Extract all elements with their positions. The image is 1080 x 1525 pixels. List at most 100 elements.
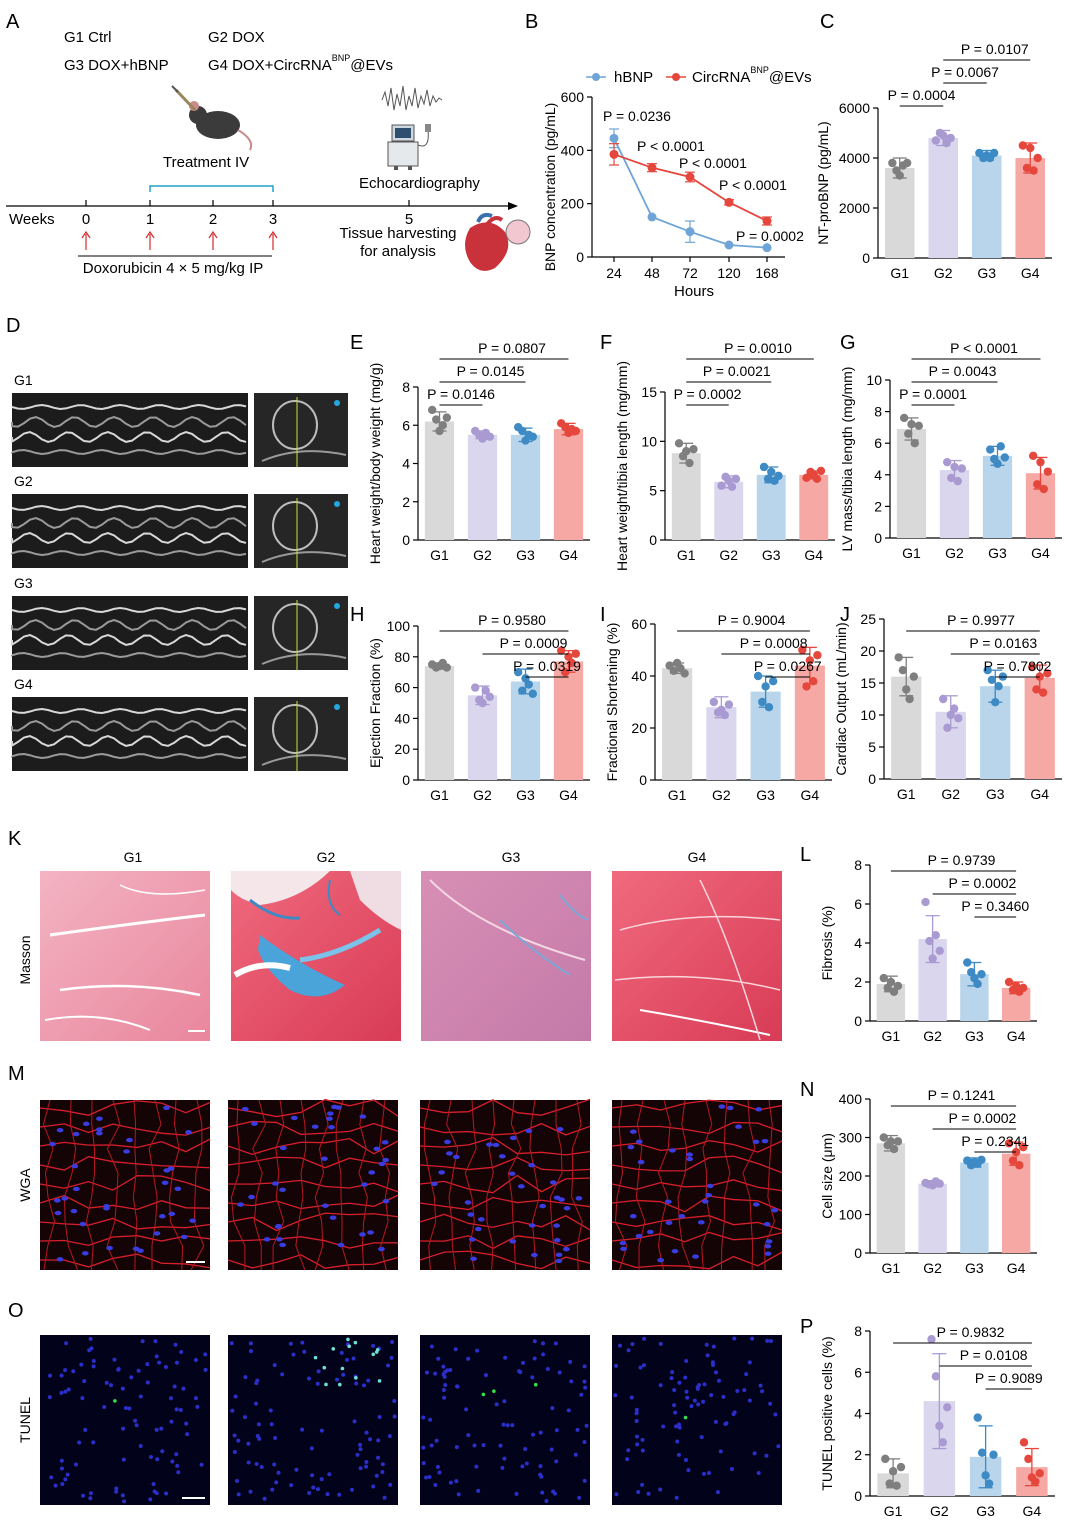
nucleus (475, 1348, 480, 1353)
nucleus (389, 1355, 394, 1360)
p-value-label: P = 0.0146 (427, 386, 495, 402)
nucleus (531, 1432, 536, 1437)
nucleus (579, 1392, 584, 1397)
data-point (892, 1481, 901, 1490)
tunel-positive-nucleus (346, 1337, 350, 1342)
tunel-background (420, 1335, 590, 1505)
nucleus (123, 1405, 128, 1410)
p-value-label: P = 0.0002 (674, 386, 742, 402)
data-point (905, 694, 914, 704)
nucleus (492, 1142, 500, 1148)
nucleus (236, 1492, 241, 1497)
nucleus (248, 1194, 255, 1200)
data-point (939, 131, 948, 140)
p-value-label: P = 0.9739 (928, 852, 996, 868)
mmode-trace (11, 707, 247, 714)
membrane-stain (720, 1099, 731, 1271)
nucleus (337, 1492, 342, 1497)
data-point (931, 931, 940, 940)
nucleus (74, 1462, 79, 1467)
nucleus (658, 1341, 663, 1346)
nucleus (582, 1478, 587, 1483)
nucleus (713, 1419, 718, 1424)
data-point (680, 669, 689, 678)
nucleus (532, 1339, 537, 1344)
nucleus (168, 1396, 173, 1401)
membrane-stain (132, 1099, 138, 1271)
nucleus (486, 1142, 493, 1147)
data-point (1019, 1142, 1028, 1152)
nucleus (236, 1438, 241, 1443)
y-tick-label: 0 (576, 249, 584, 265)
mmode-trace (11, 606, 247, 613)
nucleus (161, 1180, 169, 1185)
panel-a: A G1 Ctrl G2 DOX G3 DOX+hBNP G4 DOX+Circ… (6, 11, 531, 277)
nucleus (59, 1390, 64, 1395)
nucleus (121, 1457, 126, 1462)
nucleus (521, 1360, 526, 1365)
nucleus (467, 1212, 475, 1217)
panel-letter-n: N (800, 1079, 814, 1101)
x-axis-label: Hours (674, 283, 714, 300)
bar-g3 (756, 474, 786, 540)
nucleus (613, 1393, 618, 1398)
nucleus (669, 1148, 676, 1153)
y-tick-label: 100 (387, 618, 411, 634)
x-tick-label: G1 (890, 265, 909, 281)
nucleus (448, 1367, 453, 1372)
y-tick-label: 20 (860, 643, 876, 659)
nucleus (237, 1202, 245, 1207)
x-tick-label: G3 (977, 265, 996, 281)
nucleus (341, 1372, 346, 1377)
nucleus (673, 1410, 678, 1415)
data-point (717, 481, 726, 490)
nucleus (454, 1445, 459, 1450)
x-tick-label: G3 (762, 547, 781, 563)
data-point (518, 686, 527, 695)
data-point (981, 1471, 990, 1480)
tunel-positive-nucleus (353, 1340, 358, 1345)
x-tick-label: 168 (755, 265, 779, 281)
nucleus (259, 1465, 264, 1470)
nucleus (276, 1237, 283, 1242)
p-value-label: P = 0.0267 (754, 658, 822, 674)
nucleus (154, 1427, 159, 1432)
nucleus (635, 1233, 643, 1239)
data-point (946, 133, 955, 143)
x-tick-label: G4 (1021, 265, 1040, 281)
nucleus (64, 1341, 69, 1346)
membrane-stain (657, 1099, 671, 1271)
nucleus (684, 1389, 689, 1394)
nucleus (366, 1378, 371, 1383)
y-tick-label: 4 (854, 1406, 862, 1422)
nucleus (683, 1375, 688, 1380)
bmode-tissue (261, 754, 347, 766)
x-tick-label: G2 (473, 787, 492, 803)
timeline-tick-label: 0 (82, 211, 90, 228)
p-value-label: P = 0.9089 (975, 1370, 1043, 1386)
nucleus (140, 1339, 145, 1344)
nucleus (273, 1435, 278, 1440)
membrane-stain (549, 1099, 563, 1271)
nucleus (711, 1363, 716, 1368)
nucleus (442, 1395, 447, 1400)
data-point (432, 415, 441, 424)
wga-image-g3 (419, 1098, 591, 1271)
nucleus (193, 1396, 198, 1401)
data-point (556, 646, 566, 655)
nucleus (114, 1489, 119, 1494)
data-point (813, 651, 822, 660)
data-point (685, 172, 695, 182)
data-point (571, 649, 581, 658)
nucleus (661, 1424, 666, 1429)
nucleus (735, 1124, 742, 1129)
x-tick-label: G4 (559, 547, 578, 563)
p-value-label: P = 0.0163 (969, 635, 1037, 651)
data-point (909, 672, 919, 681)
nucleus (288, 1341, 293, 1346)
nucleus (159, 1426, 164, 1431)
p-value-label: P = 0.0009 (500, 635, 568, 651)
y-tick-label: 0 (649, 532, 657, 548)
y-tick-label: 4 (874, 467, 882, 483)
membrane-stain (611, 1155, 783, 1174)
